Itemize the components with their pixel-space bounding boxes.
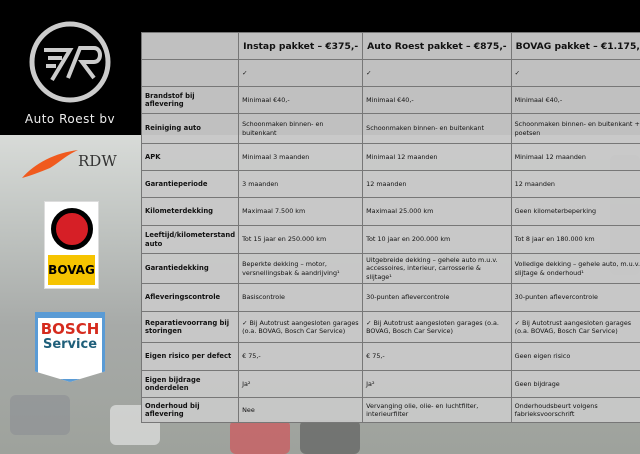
table-row: Reparatievoorrang bij storingen ✓ Bij Aut… xyxy=(140,311,640,343)
cell: 30-punten aflevercontrole xyxy=(362,283,512,312)
cell: Minimaal €40,- xyxy=(362,86,512,114)
cell: Minimaal €40,- xyxy=(510,86,640,114)
cell: Tot 15 jaar en 250.000 km xyxy=(238,225,364,254)
cell: Minimaal 12 maanden xyxy=(510,143,640,171)
cell: Onderhoudsbeurt volgens fabrieksvoorschr… xyxy=(510,397,640,423)
cell: Ja² xyxy=(238,370,364,398)
cell: Schoonmaken binnen- en buitenkant xyxy=(362,113,512,144)
brand-name: Auto Roest bv xyxy=(24,112,116,126)
cell: ✓ Bij Autotrust aangesloten garages (o.a… xyxy=(238,311,364,343)
cell: Schoonmaken binnen- en buitenkant xyxy=(238,113,364,144)
table-row: Kilometerdekking Maximaal 7.500 km Maximaa… xyxy=(140,197,640,226)
cell: ✓ Bij Autotrust aangesloten garages (o.a… xyxy=(362,311,512,343)
header-empty xyxy=(140,32,240,60)
row-label: Reiniging auto xyxy=(140,113,240,144)
cell: Beperkte dekking – motor, versnellingsba… xyxy=(238,253,364,284)
cell: Volledige dekking – gehele auto, m.u.v. … xyxy=(510,253,640,284)
row-label xyxy=(140,59,240,87)
cell: Minimaal €40,- xyxy=(238,86,364,114)
cell: Geen eigen risico xyxy=(510,342,640,371)
table-row: Leeftijd/kilometerstand auto Tot 15 jaar … xyxy=(140,225,640,254)
row-label: Eigen bijdrage onderdelen xyxy=(140,370,240,398)
table-row: Onderhoud bij aflevering Nee Vervanging ol… xyxy=(140,397,640,423)
row-label: Kilometerdekking xyxy=(140,197,240,226)
cell: ✓ xyxy=(362,59,512,87)
cell: 30-punten aflevercontrole xyxy=(510,283,640,312)
table-row: Reiniging auto Schoonmaken binnen- en bui… xyxy=(140,113,640,144)
header-auto-roest: Auto Roest pakket – €875,- xyxy=(362,32,512,60)
cell: ✓ Bij Autotrust aangesloten garages (o.a… xyxy=(510,311,640,343)
row-label: Afleveringscontrole xyxy=(140,283,240,312)
row-label: Reparatievoorrang bij storingen xyxy=(140,311,240,343)
table-row: Garantiedekking Beperkte dekking – motor,… xyxy=(140,253,640,284)
cell: Geen kilometerbeperking xyxy=(510,197,640,226)
cell: Basiscontrole xyxy=(238,283,364,312)
cell: 12 maanden xyxy=(362,170,512,198)
row-label: Leeftijd/kilometerstand auto xyxy=(140,225,240,254)
cell: Nee xyxy=(238,397,364,423)
cell: Minimaal 12 maanden xyxy=(362,143,512,171)
cell: ✓ xyxy=(510,59,640,87)
row-label: APK xyxy=(140,143,240,171)
rdw-logo: RDW xyxy=(20,148,120,180)
bosch-service-logo: BOSCH Service xyxy=(35,312,105,382)
table-header-row: Instap pakket – €375,- Auto Roest pakket… xyxy=(140,32,640,60)
cell: Minimaal 3 maanden xyxy=(238,143,364,171)
row-label: Brandstof bij aflevering xyxy=(140,86,240,114)
table-row: Eigen bijdrage onderdelen Ja² Ja² Geen bijd… xyxy=(140,370,640,398)
table-row: Garantieperiode 3 maanden 12 maanden 12 maa… xyxy=(140,170,640,198)
header-instap: Instap pakket – €375,- xyxy=(238,32,364,60)
cell: 3 maanden xyxy=(238,170,364,198)
cell: € 75,- xyxy=(238,342,364,371)
cell: Maximaal 25.000 km xyxy=(362,197,512,226)
cell: Ja² xyxy=(362,370,512,398)
header-bovag: BOVAG pakket – €1.175,- xyxy=(510,32,640,60)
row-label: Garantiedekking xyxy=(140,253,240,284)
cell: Vervanging olie, olie- en luchtfilter, i… xyxy=(362,397,512,423)
cell: Uitgebreide dekking – gehele auto m.u.v.… xyxy=(362,253,512,284)
table-row: Afleveringscontrole Basiscontrole 30-punte… xyxy=(140,283,640,312)
cell: Maximaal 7.500 km xyxy=(238,197,364,226)
package-comparison-table: Instap pakket – €375,- Auto Roest pakket… xyxy=(140,32,640,423)
cell: 12 maanden xyxy=(510,170,640,198)
cell: Geen bijdrage xyxy=(510,370,640,398)
table-row: Brandstof bij aflevering Minimaal €40,- Mi… xyxy=(140,86,640,114)
row-label: Onderhoud bij aflevering xyxy=(140,397,240,423)
table-row: Eigen risico per defect € 75,- € 75,- Geen … xyxy=(140,342,640,371)
cell: Schoonmaken binnen- en buitenkant + poet… xyxy=(510,113,640,144)
row-label: Garantieperiode xyxy=(140,170,240,198)
cell: Tot 8 jaar en 180.000 km xyxy=(510,225,640,254)
table-row: ✓ ✓ ✓ xyxy=(140,59,640,87)
table-row: APK Minimaal 3 maanden Minimaal 12 maanden… xyxy=(140,143,640,171)
cell: Tot 10 jaar en 200.000 km xyxy=(362,225,512,254)
cell: € 75,- xyxy=(362,342,512,371)
row-label: Eigen risico per defect xyxy=(140,342,240,371)
bovag-logo: BOVAG xyxy=(44,201,99,289)
cell: ✓ xyxy=(238,59,364,87)
auto-roest-logo xyxy=(29,21,111,103)
